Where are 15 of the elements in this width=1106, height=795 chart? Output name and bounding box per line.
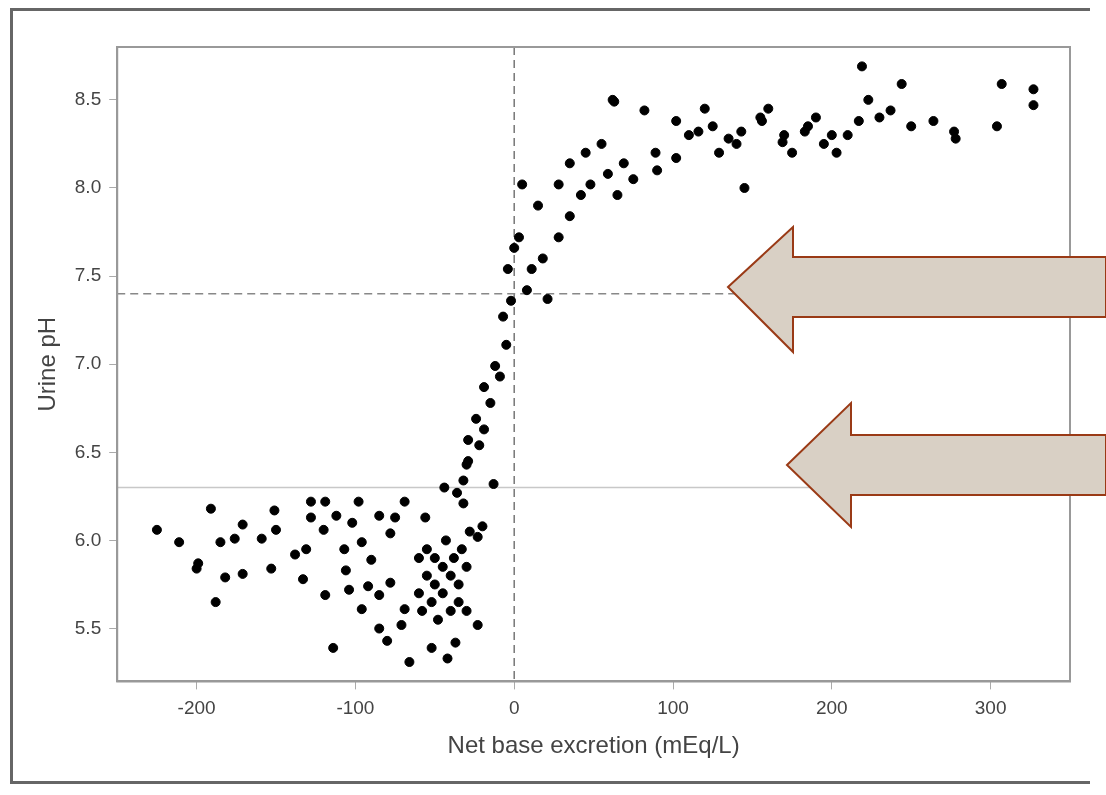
y-tick-label: 8.5 [74,88,102,110]
x-tick-label: 300 [974,697,1007,719]
y-tick-label: 7.0 [74,352,102,374]
y-tick-label: 6.0 [74,528,102,550]
y-tick-label: 7.5 [74,264,102,286]
x-tick-label: 0 [508,697,520,719]
y-tick-label: 6.5 [74,440,102,462]
y-tick-label: 5.5 [74,616,102,638]
x-tick-label: 100 [657,697,689,719]
x-axis-title: Net base excretion (mEq/L) [447,731,740,759]
x-tick-label: -100 [336,697,375,719]
y-axis-title: Urine pH [33,316,61,412]
x-tick-label: -200 [177,697,216,719]
x-tick-label: 200 [815,697,848,719]
y-tick-label: 8.0 [74,176,102,198]
